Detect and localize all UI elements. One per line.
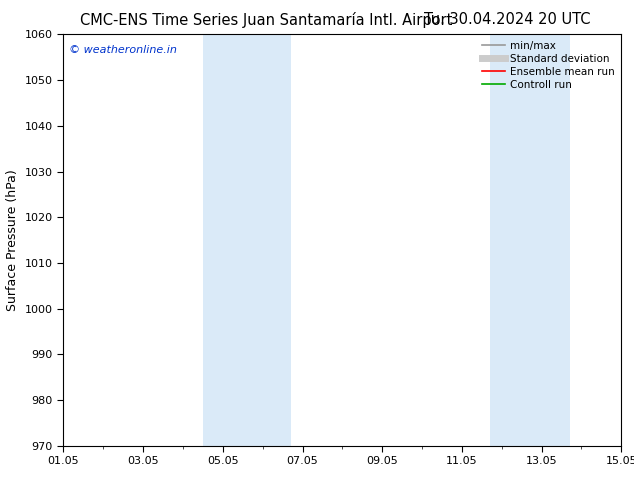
Legend: min/max, Standard deviation, Ensemble mean run, Controll run: min/max, Standard deviation, Ensemble me…: [478, 36, 619, 94]
Bar: [203, 34, 290, 446]
Bar: [490, 34, 569, 446]
Text: CMC-ENS Time Series Juan Santamaría Intl. Airport: CMC-ENS Time Series Juan Santamaría Intl…: [80, 12, 453, 28]
Y-axis label: Surface Pressure (hPa): Surface Pressure (hPa): [6, 169, 19, 311]
Text: Tu. 30.04.2024 20 UTC: Tu. 30.04.2024 20 UTC: [424, 12, 590, 27]
Text: © weatheronline.in: © weatheronline.in: [69, 45, 177, 54]
